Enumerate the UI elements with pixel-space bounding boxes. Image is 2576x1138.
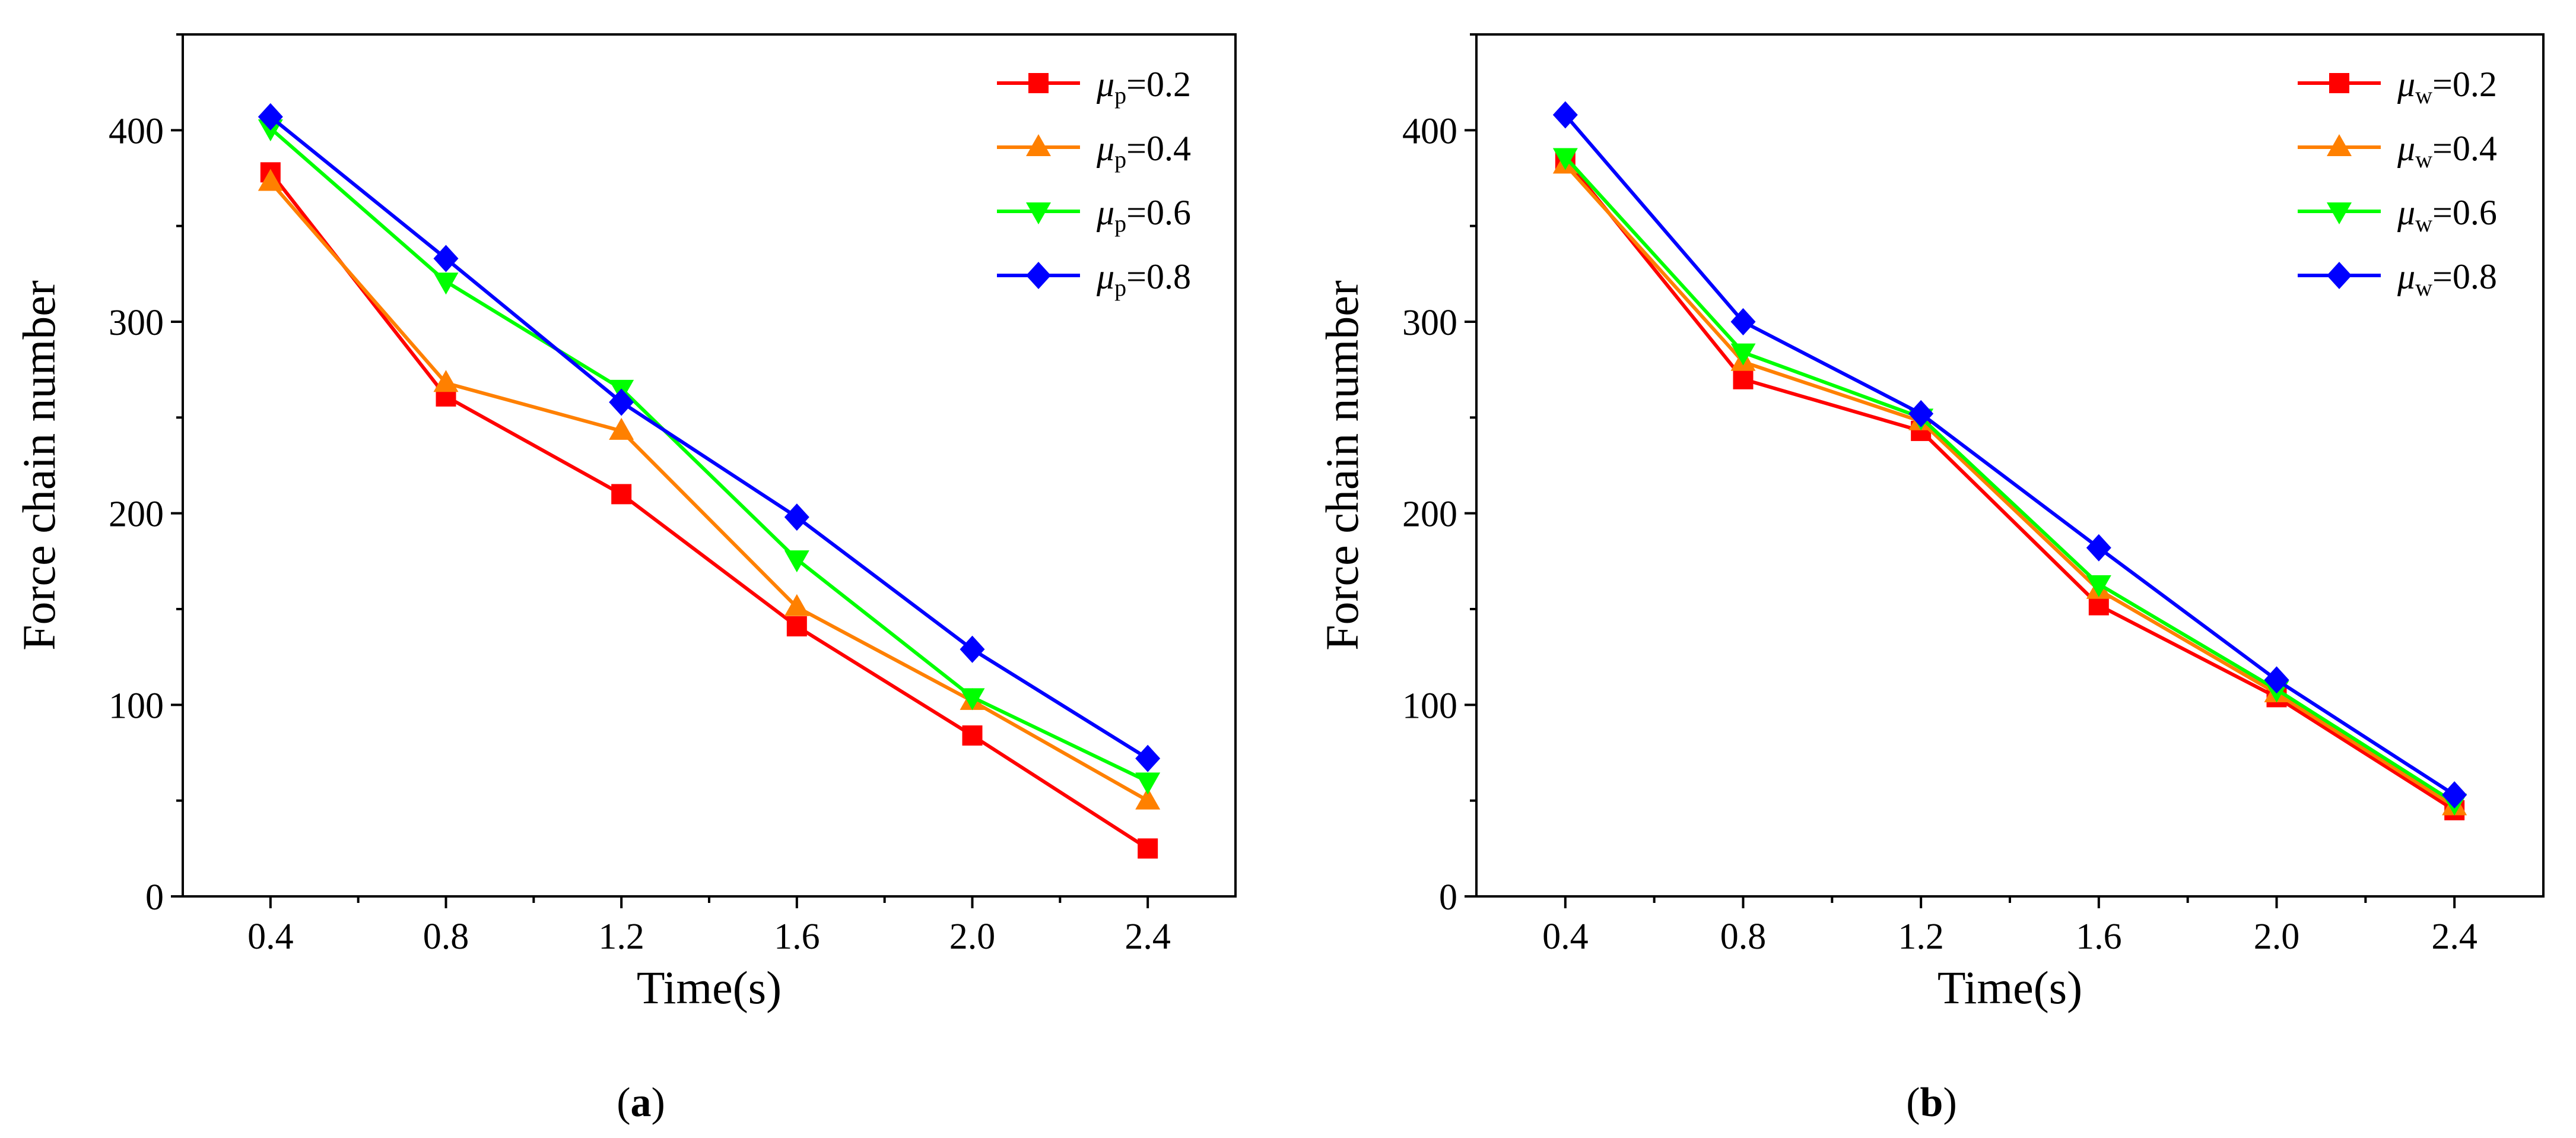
- data-point: [1730, 343, 1756, 366]
- data-point: [1552, 148, 1578, 170]
- data-point: [1908, 400, 1934, 427]
- legend-marker: [1026, 262, 1051, 289]
- x-tick-label: 2.0: [2254, 917, 2300, 957]
- legend-label: μw=0.6: [2397, 193, 2497, 237]
- legend-label: μp=0.8: [1096, 257, 1191, 301]
- legend-marker: [2327, 202, 2352, 224]
- legend-label: μp=0.2: [1096, 65, 1191, 109]
- legend-label: μw=0.4: [2397, 129, 2497, 173]
- series-line-4: [269, 115, 1149, 760]
- data-point: [611, 484, 632, 505]
- y-tick-label: 200: [109, 494, 164, 535]
- y-tick-label: 400: [1402, 111, 1457, 151]
- plot-frame: [182, 33, 1237, 898]
- y-tick-label: 400: [109, 111, 164, 151]
- legend-marker: [1026, 202, 1051, 224]
- data-point: [786, 616, 807, 637]
- data-point: [609, 417, 634, 440]
- data-point: [1135, 744, 1161, 772]
- y-axis-title: Force chain number: [13, 280, 65, 651]
- data-point: [1135, 787, 1161, 810]
- chart-panel-b: 0.4 0.8 1.2 1.6 2.0 2.4 0 100 200 300 400 Time(s) Fo…: [1316, 33, 2545, 1126]
- series-line-2: [269, 180, 1149, 803]
- x-tick-label: 0.8: [1720, 917, 1767, 957]
- data-point: [1730, 308, 1756, 335]
- chart-panel-a: 0.4 0.8 1.2 1.6 2.0 2.4 0 100 200 300 400 Time(s) Fo…: [13, 33, 1237, 1126]
- data-point: [784, 550, 809, 573]
- panel-label: (a): [617, 1080, 665, 1126]
- legend-marker: [2327, 134, 2352, 156]
- x-tick-label: 0.4: [1542, 917, 1589, 957]
- x-tick-label: 1.2: [1898, 917, 1944, 957]
- x-tick-label: 2.4: [2431, 917, 2477, 957]
- series-line-4: [1564, 113, 2456, 797]
- series-line-1: [1564, 157, 2456, 812]
- x-axis-title: Time(s): [637, 962, 782, 1013]
- x-tick-label: 0.4: [247, 917, 294, 957]
- legend-marker: [1028, 73, 1049, 93]
- legend-label: μp=0.6: [1096, 193, 1191, 237]
- legend-label: μp=0.4: [1096, 129, 1191, 173]
- x-axis-title: Time(s): [1937, 962, 2082, 1013]
- legend-marker: [2327, 262, 2352, 289]
- data-point: [433, 272, 459, 295]
- x-tick-label: 2.0: [949, 917, 996, 957]
- y-tick-label: 0: [1439, 877, 1457, 918]
- data-point: [784, 594, 809, 616]
- series-line-2: [1564, 163, 2456, 808]
- data-point: [609, 388, 634, 416]
- y-tick-label: 100: [1402, 686, 1457, 726]
- data-point: [784, 503, 809, 531]
- x-tick-label: 1.2: [598, 917, 644, 957]
- data-point: [2086, 534, 2111, 562]
- data-point: [962, 725, 983, 746]
- data-point: [1733, 369, 1754, 389]
- panel-label: (b): [1906, 1080, 1957, 1126]
- legend-marker: [2329, 73, 2349, 93]
- y-tick-label: 300: [1402, 303, 1457, 343]
- x-tick-label: 1.6: [2076, 917, 2122, 957]
- x-tick-label: 2.4: [1125, 917, 1171, 957]
- legend-marker: [1026, 134, 1051, 156]
- data-point: [2264, 666, 2289, 694]
- data-point: [433, 370, 459, 392]
- y-tick-label: 100: [109, 686, 164, 726]
- data-point: [258, 169, 283, 191]
- series-line-3: [1564, 156, 2456, 804]
- series-line-3: [269, 126, 1149, 784]
- data-point: [1552, 101, 1578, 129]
- series-line-1: [269, 171, 1149, 850]
- y-tick-label: 200: [1402, 494, 1457, 535]
- y-tick-label: 300: [109, 303, 164, 343]
- x-tick-label: 1.6: [774, 917, 820, 957]
- data-point: [2442, 781, 2467, 809]
- legend-label: μw=0.2: [2397, 65, 2497, 109]
- y-tick-label: 0: [145, 877, 164, 918]
- x-tick-label: 0.8: [423, 917, 469, 957]
- data-point: [258, 103, 283, 131]
- legend-label: μw=0.8: [2397, 257, 2497, 301]
- data-point: [960, 688, 985, 711]
- y-axis-title: Force chain number: [1316, 280, 1368, 651]
- data-point: [960, 635, 985, 663]
- data-point: [1138, 838, 1158, 859]
- data-point: [1135, 772, 1161, 795]
- data-point: [433, 245, 459, 272]
- data-point: [2086, 575, 2111, 598]
